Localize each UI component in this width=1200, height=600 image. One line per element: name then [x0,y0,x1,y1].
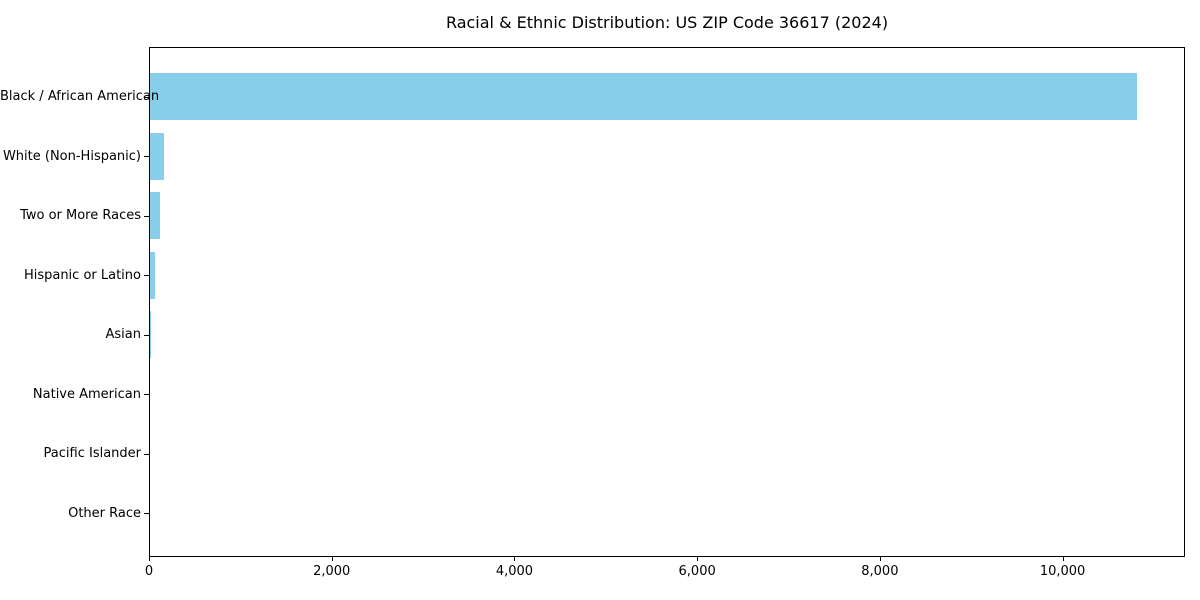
y-tick-label: Other Race [68,505,141,521]
y-tick-mark [144,275,149,276]
bar [150,132,164,180]
plot-area [149,47,1185,557]
y-tick-mark [144,453,149,455]
bar [150,73,1137,120]
y-tick-mark [144,215,149,217]
x-tick-mark [149,557,150,561]
y-tick-label: Asian [105,327,141,342]
x-tick-label: 0 [144,564,154,579]
x-tick-mark [1062,557,1064,561]
x-tick-mark [697,557,699,561]
x-tick-mark [331,557,333,561]
x-tick-label: 10,000 [1039,564,1086,579]
x-tick-label: 4,000 [495,564,534,579]
x-tick-label: 2,000 [313,564,351,579]
y-tick-mark [144,156,149,157]
bar [150,251,155,299]
x-tick-label: 8,000 [861,564,899,579]
y-tick-mark [144,394,149,395]
y-tick-label: Pacific Islander [43,446,141,461]
bar [150,311,151,358]
y-tick-label: Black / African American [0,89,160,104]
y-tick-label: Two or More Races [20,208,141,223]
bar [150,192,160,239]
x-tick-mark [514,557,516,561]
y-tick-mark [144,334,149,336]
y-tick-mark [144,513,149,514]
x-tick-mark [879,557,881,561]
x-tick-label: 6,000 [678,564,716,579]
y-tick-label: Hispanic or Latino [23,267,141,283]
y-tick-label: White (Non-Hispanic) [2,148,141,164]
y-tick-mark [144,96,149,98]
y-tick-label: Native American [32,386,141,402]
chart-title: Racial & Ethnic Distribution: US ZIP Cod… [445,13,889,32]
